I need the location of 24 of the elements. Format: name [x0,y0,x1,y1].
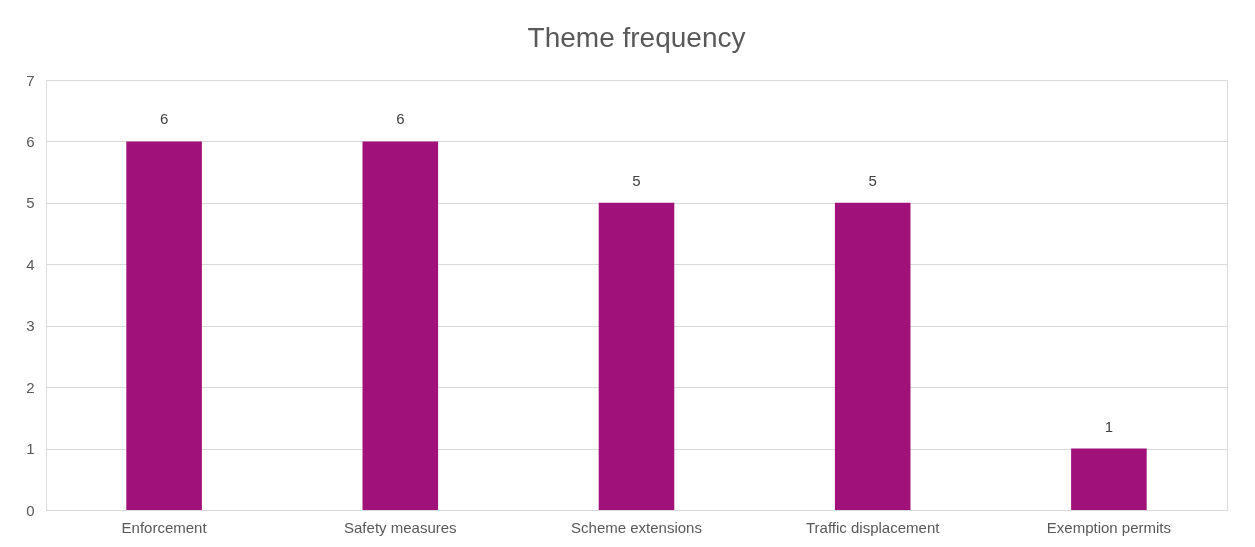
x-tick-label: Scheme extensions [571,518,702,536]
x-tick-label: Exemption permits [1046,518,1172,536]
y-tick-label: 2 [26,378,35,396]
bar [362,141,439,510]
bar [126,141,202,510]
bar [1071,448,1147,510]
y-tick-label: 1 [26,440,35,458]
chart-title: Theme frequency [527,22,746,53]
data-label: 6 [159,110,169,128]
bar [834,202,911,510]
data-label: 6 [396,110,405,128]
bar [598,202,675,510]
data-label: 5 [868,171,877,189]
y-tick-label: 4 [26,255,35,273]
x-tick-label: Enforcement [121,518,208,536]
y-tick-label: 6 [26,132,35,150]
data-label: 5 [632,171,641,189]
y-tick-label: 0 [26,501,35,519]
x-tick-label: Traffic displacement [806,518,941,536]
y-tick-label: 3 [26,317,35,335]
x-tick-label: Safety measures [344,518,457,536]
y-tick-label: 5 [26,194,35,212]
data-label: 1 [1104,417,1114,435]
y-tick-label: 7 [26,71,35,89]
